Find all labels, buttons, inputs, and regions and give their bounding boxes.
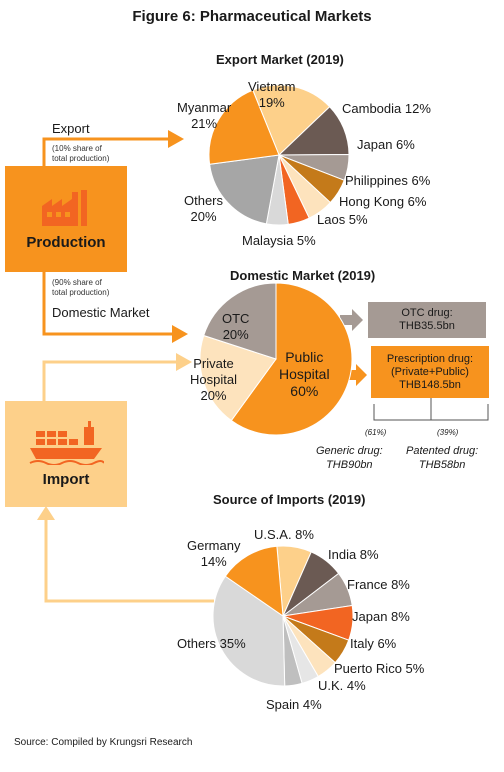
- rx-drug-value: THB148.5bn: [399, 378, 461, 391]
- otc-drug-box: OTC drug: THB35.5bn: [368, 302, 486, 338]
- export-label-myanmar: Myanmar 21%: [177, 100, 232, 131]
- source-note: Source: Compiled by Krungsri Research: [14, 737, 193, 748]
- patented-share: (39%): [437, 428, 459, 437]
- generic-drug-label: Generic drug: THB90bn: [316, 445, 383, 471]
- import-domestic-arrow-line: [42, 360, 176, 401]
- otc-drug-value: THB35.5bn: [399, 320, 455, 332]
- domestic-arrow-head: [172, 325, 188, 343]
- imports-label-uk: U.K. 4%: [318, 678, 366, 693]
- production-label: Production: [26, 233, 106, 251]
- factory-icon: [42, 189, 87, 226]
- source-import-arrow-line: [44, 520, 214, 603]
- domestic-slice-otc: [203, 282, 277, 360]
- export-slice-myanmar: [208, 89, 280, 165]
- cargo-ship-icon: [29, 420, 104, 465]
- imports-label-germany: Germany 14%: [187, 538, 241, 569]
- imports-label-japan: Japan 8%: [352, 609, 410, 624]
- imports-label-spain: Spain 4%: [266, 697, 322, 712]
- export-arrow-line: [42, 137, 168, 166]
- export-label-hongkong: Hong Kong 6%: [339, 194, 427, 209]
- rx-drug-sub: (Private+Public): [391, 365, 469, 378]
- import-domestic-arrow-head: [176, 353, 192, 371]
- imports-label-usa: U.S.A. 8%: [254, 527, 314, 542]
- imports-slice-germany: [224, 545, 284, 618]
- rx-block-arrow: [344, 364, 367, 386]
- production-box: Production: [5, 166, 127, 272]
- export-label-philippines: Philippines 6%: [345, 173, 431, 188]
- patented-drug-label: Patented drug: THB58bn: [406, 445, 479, 471]
- domestic-slice-public-hospital: [230, 282, 353, 436]
- export-label-cambodia: Cambodia 12%: [342, 101, 431, 116]
- domestic-arrow-line: [42, 272, 172, 336]
- import-label: Import: [42, 470, 90, 488]
- rx-drug-label: Prescription drug:: [386, 352, 474, 365]
- otc-drug-label: OTC drug:: [401, 307, 453, 319]
- imports-label-others: Others 35%: [177, 636, 246, 651]
- export-label-malaysia: Malaysia 5%: [242, 233, 316, 248]
- prescription-drug-box: Prescription drug: (Private+Public) THB1…: [371, 346, 489, 398]
- export-chart-title: Export Market (2019): [216, 52, 344, 67]
- import-box: Import: [5, 401, 127, 507]
- export-label-japan: Japan 6%: [357, 137, 415, 152]
- imports-chart-title: Source of Imports (2019): [213, 492, 366, 507]
- domestic-label-otc: OTC 20%: [222, 311, 250, 342]
- domestic-slice-private-hospital: [199, 334, 277, 422]
- source-import-arrow-head: [37, 506, 55, 520]
- imports-label-italy: Italy 6%: [350, 636, 397, 651]
- domestic-flow-label: Domestic Market: [52, 305, 150, 320]
- export-share-note: (10% share of total production): [52, 144, 110, 163]
- domestic-label-public: Public Hospital 60%: [279, 349, 330, 399]
- imports-label-france: France 8%: [347, 577, 410, 592]
- export-label-vietnam: Vietnam 19%: [248, 79, 296, 110]
- figure-title: Figure 6: Pharmaceutical Markets: [132, 8, 372, 25]
- export-label-laos: Laos 5%: [317, 212, 368, 227]
- imports-slice-others: [212, 575, 286, 687]
- export-arrow-head: [168, 130, 184, 148]
- export-label-others: Others 20%: [184, 193, 224, 224]
- otc-block-arrow: [340, 309, 363, 331]
- export-flow-label: Export: [52, 121, 90, 136]
- generic-share: (61%): [365, 428, 387, 437]
- domestic-chart-title: Domestic Market (2019): [230, 268, 376, 283]
- domestic-label-private: Private Hospital 20%: [190, 356, 237, 403]
- domestic-share-note: (90% share of total production): [52, 278, 110, 297]
- export-slice-others: [209, 154, 280, 225]
- imports-label-india: India 8%: [328, 547, 379, 562]
- imports-label-puertorico: Puerto Rico 5%: [334, 661, 425, 676]
